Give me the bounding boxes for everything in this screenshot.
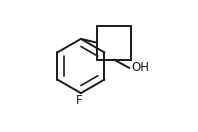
Text: F: F [76,94,83,107]
Text: OH: OH [131,61,149,74]
